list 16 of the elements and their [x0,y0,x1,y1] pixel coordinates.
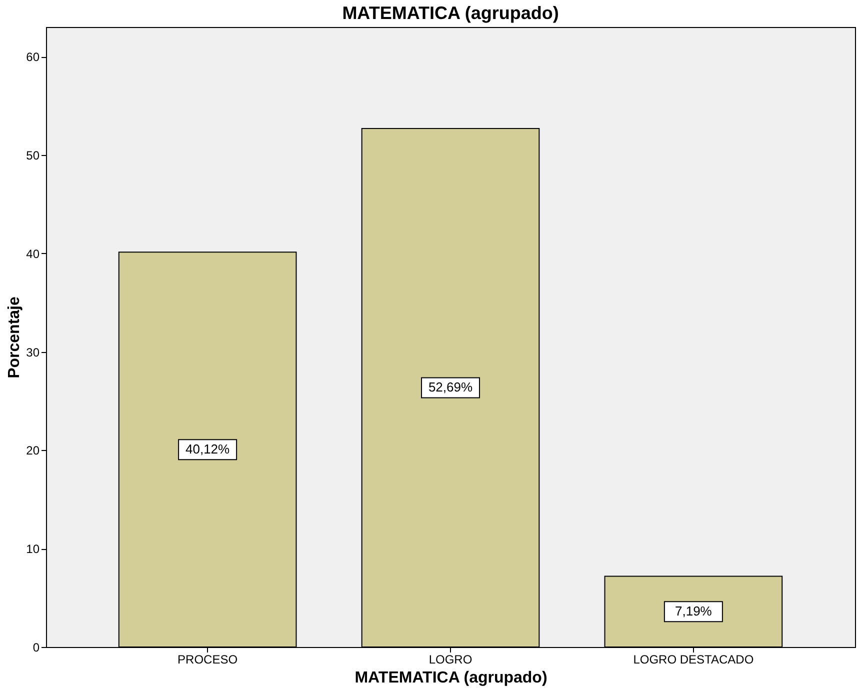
data-label: 40,12% [186,442,230,457]
x-axis-title: MATEMATICA (agrupado) [354,670,548,686]
chart-title: MATEMATICA (agrupado) [342,3,559,23]
x-tick-label: LOGRO [428,652,472,666]
y-tick-label: 0 [32,640,40,654]
y-tick-label: 30 [26,345,40,360]
y-tick-label: 20 [26,444,40,458]
data-label: 52,69% [428,380,473,395]
y-axis-title: Porcentaje [6,296,24,378]
data-label: 7,19% [675,604,712,619]
y-tick-label: 10 [26,542,40,556]
y-tick-label: 60 [26,50,40,64]
y-tick-label: 40 [26,246,40,261]
x-tick-label: PROCESO [178,652,238,666]
y-tick-label: 50 [26,148,40,162]
x-tick-label: LOGRO DESTACADO [633,652,754,666]
